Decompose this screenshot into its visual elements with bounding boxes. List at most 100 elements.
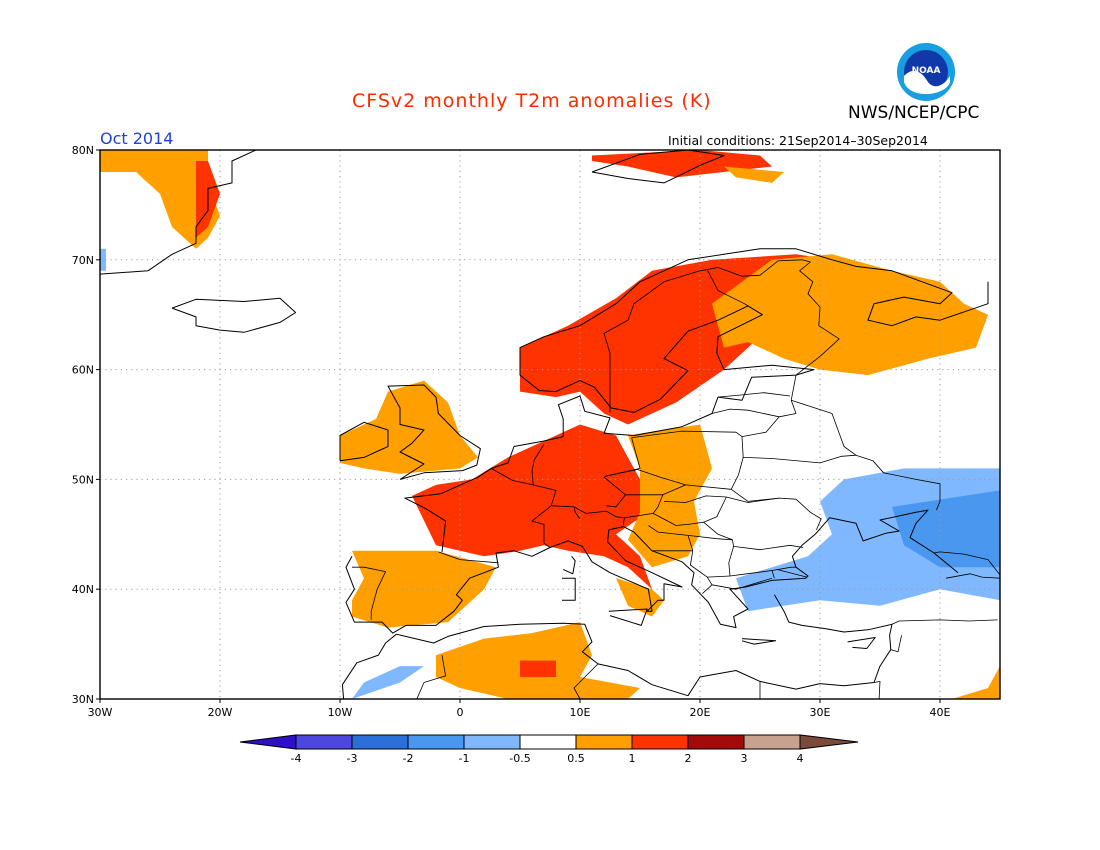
y-tick-label: 80N — [72, 144, 94, 157]
colorbar-swatch — [687, 734, 745, 750]
anomaly-region-north-africa-red — [520, 660, 556, 677]
coastline — [847, 637, 876, 649]
country-border — [573, 506, 581, 520]
colorbar-label: 4 — [797, 752, 804, 765]
anomaly-region-caucasus-deep-blue — [892, 490, 1000, 568]
country-border — [531, 444, 545, 485]
colorbar-swatch — [743, 734, 801, 750]
initial-conditions: Initial conditions: 21Sep2014–30Sep2014 — [668, 133, 928, 148]
country-border — [891, 619, 998, 625]
coastline — [562, 555, 576, 575]
country-border — [687, 535, 733, 541]
colorbar-label: -3 — [347, 752, 358, 765]
colorbar-label: -0.5 — [509, 752, 530, 765]
country-border — [873, 681, 881, 699]
country-border — [717, 392, 791, 398]
anomaly-region-arabia-orange — [952, 666, 1000, 699]
coastline — [741, 638, 777, 645]
coastline — [387, 384, 481, 480]
country-border — [890, 635, 902, 653]
colorbar-swatch — [351, 734, 409, 750]
country-border — [933, 551, 1000, 576]
map-frame — [99, 149, 1001, 700]
country-border — [776, 569, 807, 578]
colorbar-label: -1 — [459, 752, 470, 765]
country-border — [663, 495, 727, 503]
coastline — [404, 248, 989, 552]
country-border — [706, 269, 749, 307]
colorbar-swatch — [631, 734, 689, 750]
colorbar-arrow-high — [799, 734, 859, 750]
coastline-layer — [100, 150, 989, 699]
colorbar-label: -2 — [403, 752, 414, 765]
anomaly-region-svalbard-orange — [724, 166, 784, 183]
y-tick-label: 50N — [72, 473, 94, 486]
country-border — [352, 566, 387, 620]
country-border — [726, 496, 780, 503]
colorbar-swatch — [463, 734, 521, 750]
agency-label: NWS/NCEP/CPC — [848, 103, 980, 123]
country-border — [703, 521, 804, 551]
forecast-month: Oct 2014 — [100, 129, 174, 148]
coastline — [341, 594, 893, 699]
country-border — [707, 575, 731, 578]
colorbar-swatch — [519, 734, 577, 750]
y-tick-label: 40N — [72, 583, 94, 596]
anomaly-region-morocco-blue — [352, 666, 424, 699]
coastline — [608, 608, 648, 626]
x-tick-label: 40E — [930, 706, 951, 719]
country-border — [603, 437, 641, 508]
colorbar-swatch — [407, 734, 465, 750]
x-tick-label: 20E — [690, 706, 711, 719]
anomaly-region-west-central-europe — [412, 424, 652, 590]
country-border — [438, 551, 499, 564]
graticule-layer — [100, 150, 1000, 699]
coastline — [345, 509, 959, 634]
colorbar-swatch — [295, 734, 353, 750]
country-border — [573, 663, 599, 699]
colorbar-label: 2 — [685, 752, 692, 765]
noaa-logo: NOAA — [896, 42, 956, 102]
anomaly-region-greenland-east — [100, 150, 220, 249]
x-tick-label: 0 — [457, 706, 464, 719]
coastline — [339, 421, 389, 462]
axis-ticks-layer: 30W 20W 10W 0 10E 20E 30E 40E 80N 70N 60N 50N 40N 30N — [72, 144, 951, 719]
colorbar-label: 0.5 — [567, 752, 585, 765]
coastline — [100, 150, 257, 275]
anomaly-regions-layer — [100, 150, 1000, 699]
country-border — [662, 484, 686, 496]
country-border — [945, 573, 1000, 579]
x-tick-label: 20W — [208, 706, 233, 719]
country-border — [603, 259, 803, 413]
country-border — [728, 546, 775, 579]
x-tick-label: 10W — [328, 706, 353, 719]
y-tick-label: 30N — [72, 693, 94, 706]
borders-layer — [352, 259, 1000, 699]
x-tick-label: 30E — [810, 706, 831, 719]
country-border — [416, 655, 447, 699]
country-border — [711, 577, 773, 590]
x-tick-label: 10E — [570, 706, 591, 719]
country-border — [791, 399, 941, 511]
anomaly-region-north-africa — [436, 622, 640, 699]
country-border — [741, 375, 797, 437]
country-border — [711, 408, 780, 418]
colorbar: -4 -3 -2 -1 -0.5 0.5 1 2 3 4 — [239, 734, 859, 765]
coastline — [562, 577, 576, 601]
colorbar-label: 1 — [629, 752, 636, 765]
colorbar-swatch — [575, 734, 633, 750]
country-border — [795, 259, 840, 376]
y-tick-label: 60N — [72, 364, 94, 377]
country-border — [653, 496, 727, 526]
anomaly-region-svalbard — [592, 150, 772, 178]
colorbar-label: -4 — [291, 752, 302, 765]
colorbar-label: 3 — [741, 752, 748, 765]
country-border — [730, 488, 822, 531]
anomaly-region-eastern-europe — [628, 424, 712, 568]
colorbar-arrow-low — [239, 734, 297, 750]
x-tick-label: 30W — [88, 706, 113, 719]
anomaly-region-ireland-uk — [340, 380, 478, 474]
logo-text: NOAA — [912, 66, 941, 76]
anomaly-region-finland-russia — [712, 254, 988, 376]
